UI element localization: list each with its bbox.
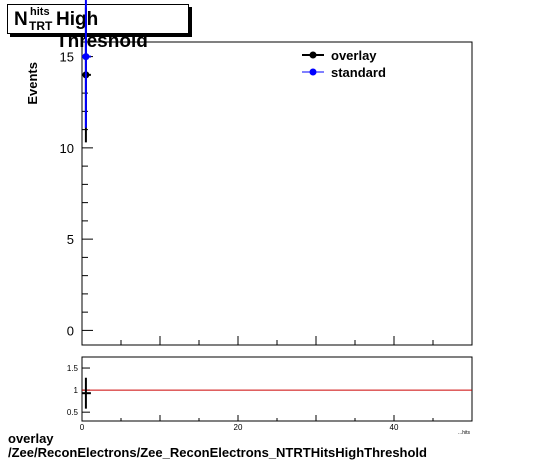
legend-marker-overlay (309, 51, 317, 59)
ratio-y-tick-label: 1.5 (67, 364, 79, 373)
ratio-x-tick-label: 20 (234, 423, 243, 432)
footer-line-2: /Zee/ReconElectrons/Zee_ReconElectrons_N… (8, 445, 427, 460)
y-tick-label: 10 (60, 141, 74, 156)
ratio-y-tick-label: 1 (74, 386, 79, 395)
ratio-x-tick-label: 40 (390, 423, 399, 432)
footer-line-1: overlay (8, 431, 54, 446)
footer: overlay /Zee/ReconElectrons/Zee_ReconEle… (8, 432, 427, 460)
y-tick-label: 15 (60, 50, 74, 65)
ratio-x-tick-label: 0 (80, 423, 85, 432)
y-axis-label: Events (25, 62, 40, 105)
legend-label-standard: standard (331, 65, 386, 80)
y-tick-label: 0 (67, 323, 74, 338)
legend-marker-standard (309, 68, 317, 76)
data-point-standard (82, 53, 90, 61)
y-tick-label: 5 (67, 232, 74, 247)
ratio-plot-frame (81, 356, 473, 422)
title-superscript: hits (30, 6, 50, 18)
ratio-y-tick-label: 0.5 (67, 408, 79, 417)
x-axis-label-fragment: ...hits (458, 430, 470, 436)
main-plot-frame (81, 41, 473, 346)
title-main: N (14, 9, 28, 30)
legend-label-overlay: overlay (331, 48, 377, 63)
title-subscript: TRT (29, 19, 53, 33)
